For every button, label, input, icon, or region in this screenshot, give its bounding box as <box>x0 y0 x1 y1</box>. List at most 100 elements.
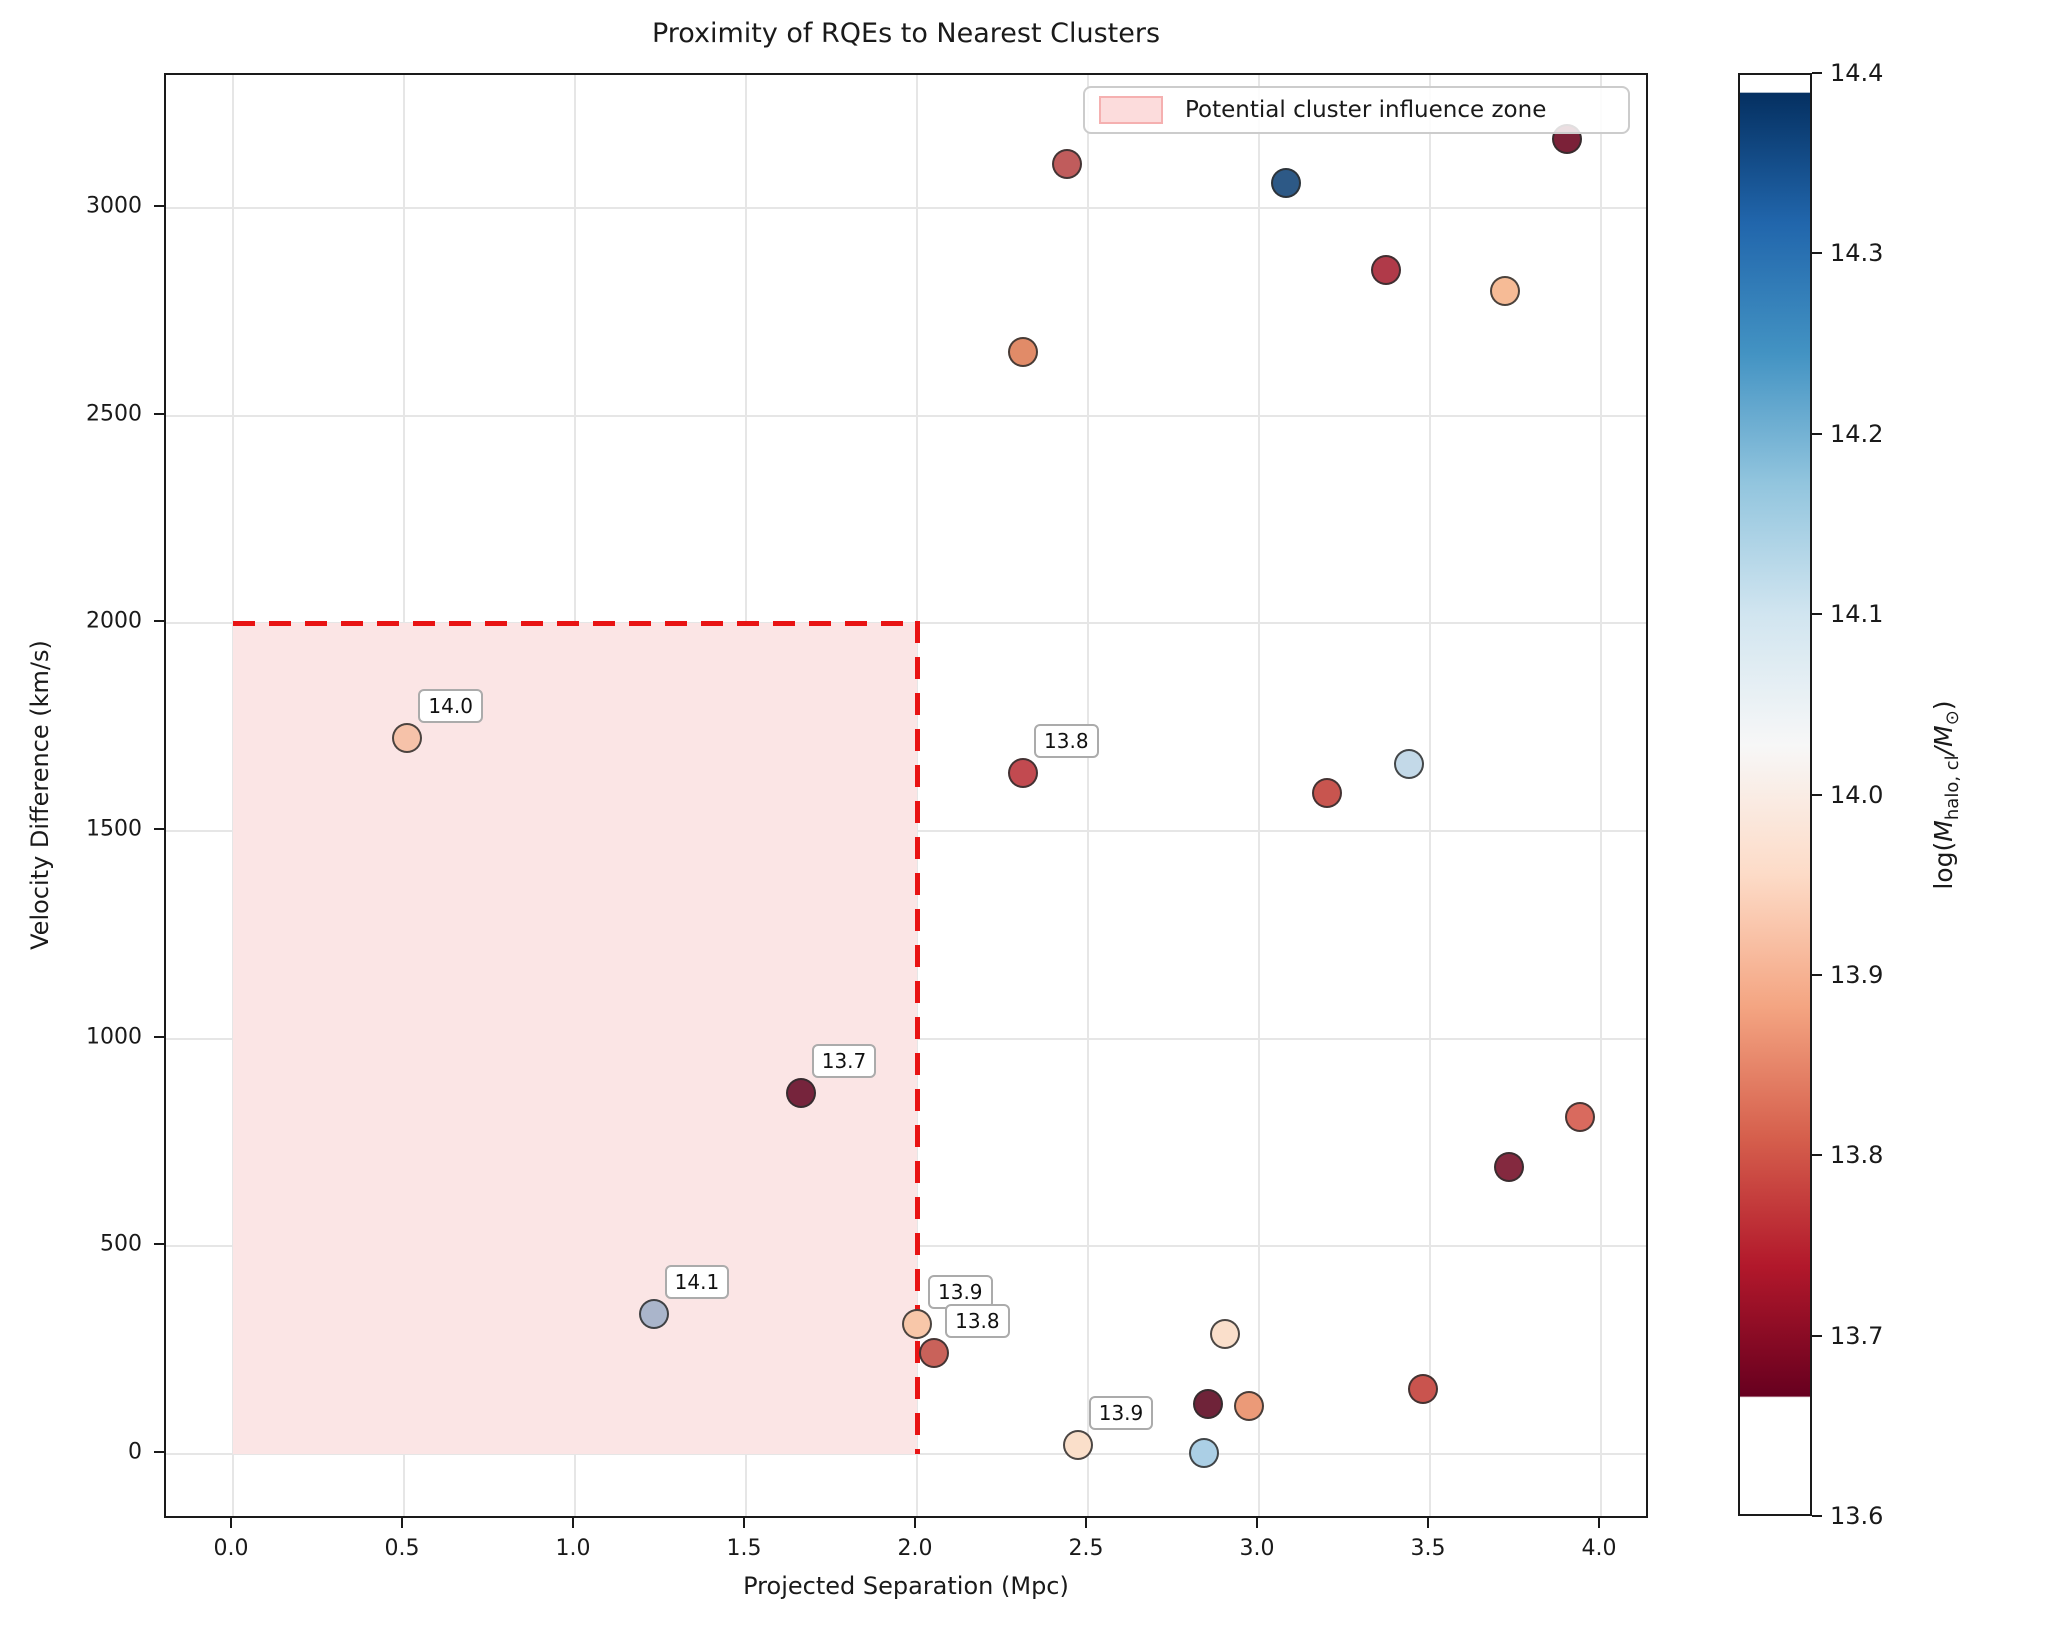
x-gridline <box>1087 75 1089 1516</box>
x-tick-label: 3.0 <box>1239 1536 1275 1561</box>
data-point <box>638 1299 669 1330</box>
colorbar-tick-mark <box>1812 793 1822 796</box>
data-point <box>1189 1437 1220 1468</box>
y-tick-mark <box>154 828 164 830</box>
colorbar-label-log: log( <box>1929 841 1958 890</box>
x-tick-label: 1.5 <box>726 1536 762 1561</box>
zone-boundary-top <box>233 621 920 627</box>
colorbar-label-slash: / <box>1929 746 1958 756</box>
colorbar-tick-mark <box>1812 973 1822 976</box>
data-point <box>1271 167 1302 198</box>
legend: Potential cluster influence zone <box>1083 86 1630 134</box>
colorbar-tick-mark <box>1812 613 1822 616</box>
x-tick-label: 0.0 <box>213 1536 249 1561</box>
y-tick-label: 1000 <box>86 1024 142 1050</box>
x-tick-mark <box>401 1518 403 1528</box>
data-point <box>1062 1430 1093 1461</box>
point-annotation: 13.9 <box>1088 1396 1154 1431</box>
data-point <box>1312 778 1343 809</box>
y-gridline <box>166 207 1646 209</box>
data-point <box>1052 148 1083 179</box>
point-annotation: 13.7 <box>811 1044 877 1079</box>
y-tick-mark <box>154 1451 164 1453</box>
colorbar-tick-mark <box>1812 432 1822 435</box>
y-tick-mark <box>154 205 164 207</box>
colorbar-tick-label: 14.1 <box>1830 600 1884 629</box>
x-tick-label: 2.0 <box>897 1536 933 1561</box>
data-point <box>1209 1318 1240 1349</box>
colorbar-tick-label: 14.2 <box>1830 419 1884 448</box>
data-point <box>1565 1102 1596 1133</box>
point-annotation: 13.8 <box>945 1303 1010 1338</box>
x-tick-mark <box>1085 1518 1087 1528</box>
x-gridline <box>1429 75 1431 1516</box>
colorbar-tick-label: 14.4 <box>1830 59 1884 87</box>
data-point <box>785 1078 816 1109</box>
x-gridline <box>1258 75 1260 1516</box>
x-tick-label: 3.5 <box>1410 1536 1446 1561</box>
x-tick-label: 2.5 <box>1068 1536 1104 1561</box>
plot-area: 14.0 13.8 13.7 14.1 13.9 13.8 13.9 <box>164 73 1648 1518</box>
chart-title: Proximity of RQEs to Nearest Clusters <box>651 18 1161 49</box>
data-point <box>1233 1391 1264 1422</box>
colorbar-tick-label: 13.9 <box>1830 960 1884 989</box>
data-point <box>1008 337 1039 368</box>
x-tick-mark <box>914 1518 916 1528</box>
data-point <box>1008 757 1039 788</box>
x-tick-mark <box>1598 1518 1600 1528</box>
data-point <box>1370 255 1401 286</box>
x-tick-mark <box>1256 1518 1258 1528</box>
colorbar-axis-label: log(Mhalo, cl/M⊙) <box>1929 700 1963 889</box>
colorbar-tick-label: 13.8 <box>1830 1141 1884 1170</box>
x-tick-label: 4.0 <box>1581 1536 1617 1561</box>
colorbar-tick-mark <box>1812 1334 1822 1337</box>
colorbar-tick-mark <box>1812 252 1822 255</box>
y-gridline <box>166 1453 1646 1455</box>
colorbar-tick-label: 14.3 <box>1830 239 1884 268</box>
x-tick-mark <box>743 1518 745 1528</box>
x-axis-label: Projected Separation (Mpc) <box>743 1572 1069 1600</box>
y-tick-mark <box>154 1035 164 1038</box>
data-point <box>902 1309 932 1339</box>
data-point <box>1493 1151 1524 1182</box>
y-tick-label: 0 <box>128 1439 142 1465</box>
colorbar <box>1738 73 1812 1516</box>
y-tick-label: 3000 <box>86 193 142 219</box>
x-tick-label: 0.5 <box>384 1536 420 1561</box>
data-point <box>392 723 423 754</box>
legend-label: Potential cluster influence zone <box>1185 97 1547 123</box>
x-tick-mark <box>572 1518 574 1528</box>
y-tick-mark <box>154 1243 164 1246</box>
y-tick-mark <box>154 620 164 623</box>
influence-zone <box>233 623 917 1454</box>
point-annotation: 14.1 <box>664 1265 730 1300</box>
data-point <box>919 1337 950 1368</box>
y-tick-label: 2000 <box>86 608 142 634</box>
colorbar-tick-mark <box>1812 72 1822 74</box>
zone-boundary-right <box>915 621 920 1454</box>
x-tick-mark <box>1427 1518 1429 1528</box>
y-tick-mark <box>154 412 164 415</box>
y-tick-label: 2500 <box>86 401 142 427</box>
point-annotation: 13.8 <box>1034 723 1099 758</box>
colorbar-label-M2: M <box>1929 725 1958 747</box>
data-point <box>1192 1389 1223 1420</box>
colorbar-tick-label: 13.6 <box>1830 1502 1884 1530</box>
colorbar-tick-label: 13.7 <box>1830 1321 1884 1350</box>
colorbar-tick-label: 14.0 <box>1830 780 1884 809</box>
y-gridline <box>166 414 1646 417</box>
data-point <box>1408 1374 1439 1405</box>
y-axis-label: Velocity Difference (km/s) <box>26 640 54 950</box>
colorbar-tick-mark <box>1812 1515 1822 1517</box>
point-annotation: 14.0 <box>418 689 483 724</box>
colorbar-label-close: ) <box>1929 700 1958 711</box>
colorbar-tick-mark <box>1812 1154 1822 1157</box>
colorbar-label-sun-icon: ⊙ <box>1942 710 1963 726</box>
y-tick-label: 500 <box>100 1231 142 1257</box>
colorbar-label-sub: halo, cl <box>1942 755 1963 821</box>
colorbar-label-M: M <box>1929 820 1958 842</box>
y-tick-label: 1500 <box>86 816 142 842</box>
data-point <box>1490 276 1521 307</box>
x-tick-label: 1.0 <box>555 1536 591 1561</box>
